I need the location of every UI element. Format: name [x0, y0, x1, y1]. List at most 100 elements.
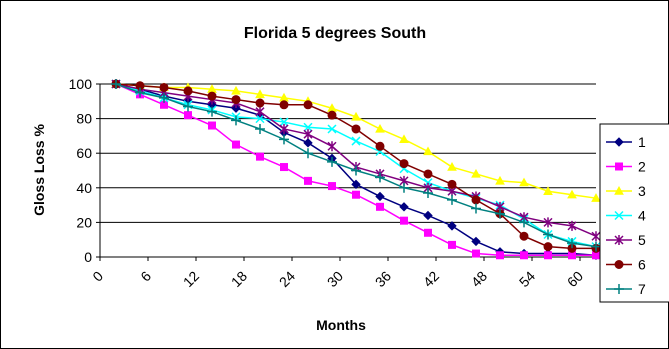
data-point-2 — [376, 202, 384, 211]
data-point-7 — [327, 156, 337, 167]
legend-item: 3 — [606, 183, 646, 199]
data-point-1 — [351, 179, 361, 190]
legend-item: 2 — [606, 159, 646, 175]
legend-label: 3 — [638, 183, 646, 199]
data-point-legend-3 — [614, 185, 624, 195]
x-tick-label: 54 — [516, 268, 538, 290]
data-point-legend-6 — [614, 260, 624, 269]
data-point-3 — [351, 111, 361, 121]
data-point-5 — [591, 231, 601, 242]
data-point-7 — [207, 106, 217, 117]
legend: 1 2 3 4 5 6 7 — [599, 123, 669, 303]
data-point-4 — [351, 136, 361, 146]
x-tick-label: 24 — [276, 268, 298, 290]
data-point-6 — [351, 124, 361, 134]
data-point-2 — [472, 249, 480, 258]
data-point-2 — [304, 176, 312, 185]
data-point-2 — [328, 182, 336, 191]
x-tick-label: 6 — [137, 268, 154, 285]
data-point-7 — [543, 229, 553, 240]
data-point-2 — [520, 251, 528, 260]
data-point-5 — [255, 106, 265, 117]
legend-label: 4 — [638, 208, 646, 224]
data-point-3 — [519, 177, 529, 187]
data-point-legend-5 — [614, 235, 624, 245]
data-point-1 — [375, 191, 385, 202]
y-tick-label: 20 — [76, 214, 92, 230]
x-tick-labels: 0 6 12 18 24 30 36 42 48 54 60 — [89, 257, 586, 290]
legend-label: 7 — [638, 281, 646, 297]
data-point-6 — [399, 159, 409, 169]
data-point-3 — [255, 89, 265, 99]
legend-item: 6 — [606, 257, 646, 273]
data-point-6 — [543, 242, 553, 252]
series-2 — [112, 80, 600, 260]
legend-item: 5 — [606, 232, 646, 248]
data-point-7 — [519, 217, 529, 228]
data-point-7 — [351, 165, 361, 176]
data-point-5 — [327, 141, 337, 152]
data-point-7 — [447, 194, 457, 205]
data-point-6 — [279, 100, 289, 110]
data-point-2 — [424, 228, 432, 237]
data-point-7 — [423, 187, 433, 198]
data-point-2 — [256, 152, 264, 161]
data-point-3 — [231, 85, 241, 95]
data-point-7 — [375, 172, 385, 183]
data-point-legend-4 — [614, 210, 624, 221]
legend-item: 7 — [606, 281, 646, 297]
data-point-3 — [567, 189, 577, 199]
data-point-legend-7 — [614, 284, 624, 294]
y-tick-label: 80 — [76, 111, 92, 127]
x-tick-label: 0 — [89, 268, 106, 285]
data-point-2 — [544, 251, 552, 260]
axes — [99, 84, 596, 258]
data-point-2 — [400, 216, 408, 225]
data-point-1 — [471, 236, 481, 247]
data-point-6 — [327, 110, 337, 120]
data-point-3 — [399, 134, 409, 144]
data-point-5 — [543, 217, 553, 228]
data-point-3 — [375, 123, 385, 133]
y-tick-label: 0 — [84, 249, 92, 265]
y-tick-label: 40 — [76, 180, 92, 196]
data-point-3 — [471, 168, 481, 178]
data-point-6 — [447, 179, 457, 189]
data-point-3 — [423, 146, 433, 156]
legend-box — [599, 123, 669, 303]
data-point-5 — [279, 123, 289, 134]
data-point-1 — [423, 210, 433, 221]
data-point-legend-1 — [614, 137, 624, 147]
data-point-7 — [399, 182, 409, 193]
data-point-6 — [375, 141, 385, 151]
data-point-7 — [495, 208, 505, 219]
data-point-6 — [183, 86, 193, 96]
data-point-6 — [159, 82, 169, 92]
grid-lines — [100, 83, 596, 223]
data-point-4 — [327, 124, 337, 134]
data-point-7 — [135, 87, 145, 98]
data-point-4 — [255, 114, 265, 124]
x-tick-label: 12 — [180, 268, 202, 290]
data-point-7 — [255, 123, 265, 134]
data-point-7 — [159, 92, 169, 103]
data-point-2 — [280, 163, 288, 172]
data-point-2 — [184, 111, 192, 120]
data-point-legend-2 — [615, 162, 623, 171]
legend-label: 1 — [638, 134, 646, 150]
data-point-6 — [207, 91, 217, 101]
legend-label: 6 — [638, 257, 646, 273]
data-point-3 — [495, 175, 505, 185]
data-point-7 — [183, 101, 193, 112]
data-point-7 — [231, 115, 241, 126]
data-point-3 — [447, 162, 457, 171]
data-point-7 — [591, 241, 601, 252]
data-point-2 — [352, 190, 360, 199]
data-point-5 — [567, 220, 577, 231]
data-point-7 — [279, 134, 289, 145]
x-tick-label: 42 — [420, 268, 442, 290]
x-tick-label: 36 — [372, 268, 394, 290]
series-group — [111, 78, 601, 260]
data-point-6 — [471, 195, 481, 205]
